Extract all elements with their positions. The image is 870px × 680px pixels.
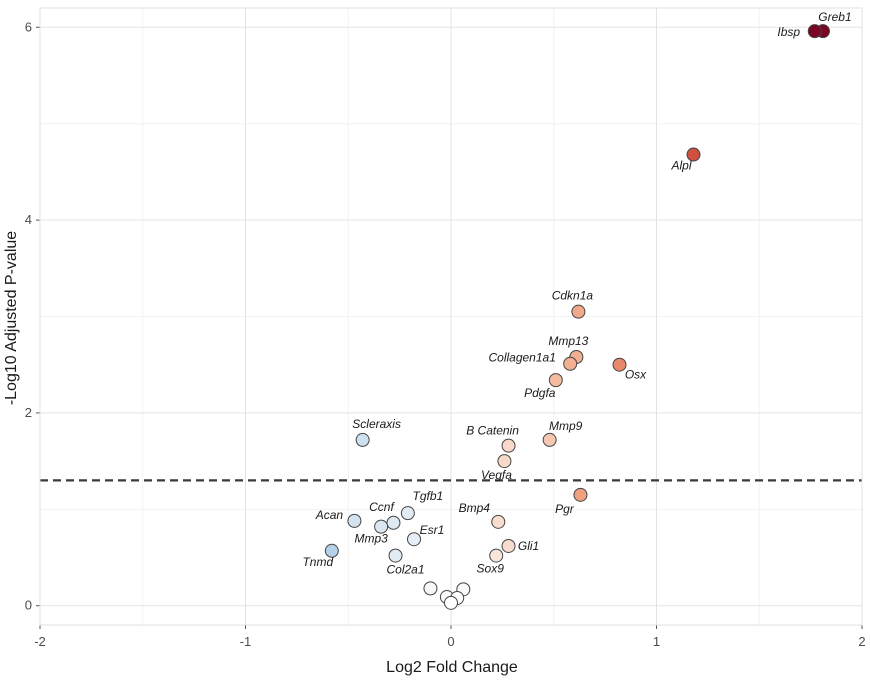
point-label: Col2a1 [386, 563, 424, 577]
point [347, 513, 362, 528]
point [612, 357, 627, 372]
point-label: Sox9 [477, 562, 505, 576]
point-label: Mmp3 [354, 532, 388, 546]
y-tick-label: 6 [25, 19, 32, 34]
point-label: Ccnf [369, 500, 395, 514]
point-label: B Catenin [466, 424, 519, 438]
point-label: Vegfa [481, 468, 512, 482]
x-tick-label: 1 [653, 634, 660, 649]
point [573, 487, 588, 502]
point [491, 514, 506, 529]
point [355, 432, 370, 447]
point [423, 581, 438, 596]
point [807, 24, 822, 39]
point-label: Alpl [670, 159, 691, 173]
point [497, 454, 512, 469]
y-axis-title: -Log10 Adjusted P-value [3, 231, 20, 405]
x-tick-label: 2 [858, 634, 865, 649]
point-label: Scleraxis [352, 417, 401, 431]
point [501, 438, 516, 453]
points-layer [324, 24, 830, 610]
y-tick-label: 4 [25, 212, 32, 227]
point [374, 519, 389, 534]
point [388, 548, 403, 563]
point [489, 548, 504, 563]
y-tick-label: 2 [25, 405, 32, 420]
ticks-layer: -2 -1 0 1 2 0 2 4 6 [25, 19, 866, 649]
point [324, 543, 339, 558]
point-label: Pdgfa [524, 386, 556, 400]
point-label: Osx [625, 368, 647, 382]
point [542, 432, 557, 447]
point [571, 304, 586, 319]
point-label: Acan [315, 508, 344, 522]
point-label: Mmp13 [548, 334, 588, 348]
x-tick-label: -1 [240, 634, 252, 649]
point-label: Esr1 [420, 523, 445, 537]
point [400, 506, 415, 521]
point-label: Mmp9 [549, 419, 583, 433]
y-tick-label: 0 [25, 598, 32, 613]
point [563, 356, 578, 371]
point-label: Tnmd [302, 555, 333, 569]
point-label: Cdkn1a [552, 289, 594, 303]
point-label: Pgr [555, 502, 575, 516]
point-label: Collagen1a1 [488, 351, 555, 365]
x-tick-label: 0 [447, 634, 454, 649]
x-tick-label: -2 [34, 634, 46, 649]
point-label: Ibsp [777, 25, 800, 39]
point [548, 373, 563, 388]
point-label: Tgfb1 [413, 489, 444, 503]
point-label: Bmp4 [459, 501, 491, 515]
point [407, 532, 422, 547]
point [386, 515, 401, 530]
point [686, 147, 701, 162]
plot-border [39, 7, 863, 626]
point-label: Greb1 [818, 10, 851, 24]
point [444, 595, 458, 610]
labels-layer: Greb1 Ibsp Alpl Cdkn1a Mmp13 Collagen1a1 Osx Pd… [302, 10, 851, 576]
point [501, 538, 516, 553]
point-label: Gli1 [518, 539, 539, 553]
x-axis-title: Log2 Fold Change [386, 659, 518, 676]
